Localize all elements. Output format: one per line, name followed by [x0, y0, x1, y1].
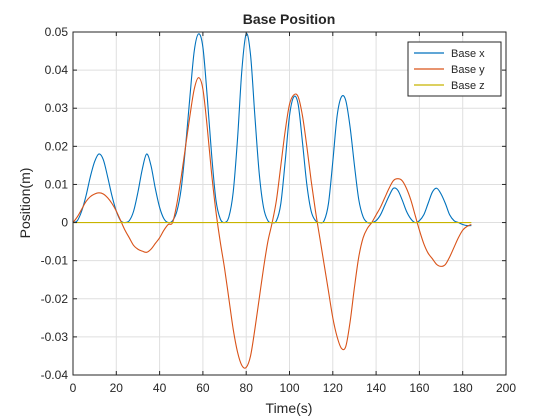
legend-label-base-y: Base y: [451, 64, 485, 76]
x-tick-label: 160: [409, 381, 429, 395]
legend-label-base-x: Base x: [451, 48, 485, 60]
y-tick-label: 0.05: [45, 25, 69, 39]
x-tick-label: 0: [70, 381, 77, 395]
plot-lines: [72, 32, 472, 369]
y-axis-label: Position(m): [17, 168, 33, 239]
y-tick-label: -0.01: [41, 254, 69, 268]
legend: Base x Base y Base z: [407, 41, 502, 97]
x-tick-label: 100: [279, 381, 299, 395]
x-axis-ticks: 0 20 40 60 80 100 120 140 160 180 200: [70, 32, 516, 395]
y-tick-label: -0.02: [41, 292, 69, 306]
y-tick-label: -0.04: [41, 368, 69, 382]
x-tick-label: 20: [110, 381, 124, 395]
x-tick-label: 140: [366, 381, 386, 395]
x-axis-label: Time(s): [266, 400, 313, 416]
y-axis-ticks: -0.04 -0.03 -0.02 -0.01 0 0.01 0.02 0.03 0.04 0.0…: [41, 25, 506, 382]
y-tick-label: -0.03: [41, 330, 69, 344]
y-tick-label: 0.01: [45, 177, 69, 191]
x-tick-label: 60: [196, 381, 210, 395]
y-tick-label: 0.04: [45, 63, 69, 77]
x-tick-label: 120: [323, 381, 343, 395]
x-tick-label: 200: [496, 381, 516, 395]
x-tick-label: 180: [453, 381, 473, 395]
chart-title: Base Position: [243, 11, 336, 27]
y-tick-label: 0.02: [45, 139, 69, 153]
x-tick-label: 40: [153, 381, 167, 395]
y-tick-label: 0: [61, 216, 68, 230]
legend-label-base-z: Base z: [451, 80, 485, 92]
x-tick-label: 80: [240, 381, 254, 395]
y-tick-label: 0.03: [45, 101, 69, 115]
